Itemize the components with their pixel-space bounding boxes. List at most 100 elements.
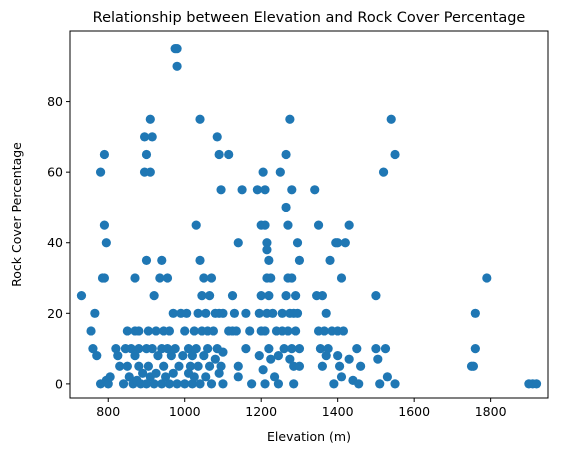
data-point — [76, 291, 87, 301]
data-point — [390, 379, 400, 389]
data-point — [254, 308, 264, 318]
data-point — [470, 308, 480, 318]
data-point — [162, 344, 173, 354]
data-point — [99, 149, 110, 160]
data-point — [212, 132, 222, 142]
data-point — [229, 308, 240, 318]
data-point — [273, 379, 284, 389]
data-point — [260, 220, 270, 230]
data-point — [161, 372, 171, 382]
data-point — [285, 354, 295, 364]
data-point — [371, 291, 381, 301]
data-point — [319, 326, 329, 336]
data-point — [182, 308, 192, 318]
data-point — [172, 44, 182, 54]
data-point — [149, 291, 159, 301]
x-tick-label: 1400 — [322, 404, 354, 419]
data-point — [470, 344, 480, 354]
x-tick-label: 800 — [96, 404, 120, 419]
data-point — [191, 220, 201, 230]
chart-title: Relationship between Elevation and Rock … — [93, 10, 526, 26]
data-point — [189, 372, 199, 382]
data-point — [86, 326, 96, 336]
data-point — [262, 245, 272, 255]
x-axis-label: Elevation (m) — [267, 429, 351, 444]
data-point — [141, 255, 152, 265]
data-point — [103, 379, 113, 389]
data-point — [281, 202, 291, 213]
data-point — [315, 344, 326, 354]
y-tick-label: 40 — [47, 235, 63, 250]
data-point — [122, 326, 132, 336]
data-point — [145, 114, 155, 124]
x-tick-label: 1800 — [475, 404, 507, 419]
data-point — [333, 238, 343, 248]
data-point — [531, 379, 542, 389]
data-point — [193, 308, 203, 318]
data-point — [268, 308, 278, 318]
data-point — [241, 308, 251, 318]
data-point — [206, 379, 217, 389]
data-point — [336, 372, 347, 382]
data-point — [172, 61, 182, 71]
data-point — [172, 379, 182, 389]
data-point — [340, 238, 350, 248]
y-tick-label: 60 — [47, 165, 63, 180]
data-point — [195, 255, 205, 265]
data-point — [233, 238, 243, 248]
data-point — [373, 354, 383, 364]
data-point — [375, 379, 385, 389]
data-point — [143, 361, 153, 371]
data-point — [157, 255, 167, 265]
data-point — [199, 351, 209, 361]
data-point — [201, 308, 211, 318]
y-axis-ticks: 0 20 40 60 80 — [47, 94, 70, 391]
data-point — [247, 379, 257, 389]
data-point — [283, 220, 293, 230]
data-point — [260, 379, 270, 389]
data-point — [321, 308, 331, 318]
data-point — [199, 273, 209, 283]
data-point — [193, 361, 203, 371]
data-point — [291, 326, 301, 336]
data-point — [151, 368, 161, 378]
data-point — [352, 344, 362, 354]
data-point — [266, 273, 276, 283]
data-point — [134, 344, 144, 354]
data-point — [180, 326, 190, 336]
data-point — [287, 273, 297, 283]
data-point — [168, 308, 178, 318]
data-point — [281, 149, 291, 160]
data-point — [113, 351, 123, 361]
data-point — [155, 273, 165, 283]
data-point — [338, 326, 349, 336]
data-point — [157, 379, 167, 389]
data-point — [145, 167, 155, 177]
data-point — [233, 372, 243, 382]
data-point — [317, 361, 327, 371]
data-point — [317, 291, 327, 301]
data-point — [90, 308, 100, 318]
data-point — [336, 273, 347, 283]
data-point — [166, 351, 176, 361]
plot-frame — [69, 30, 549, 399]
data-point — [197, 291, 207, 301]
y-tick-label: 20 — [47, 306, 63, 321]
data-point — [287, 344, 297, 354]
data-point — [141, 379, 152, 389]
data-point — [187, 351, 197, 361]
y-tick-label: 80 — [47, 94, 63, 109]
data-point — [147, 344, 157, 354]
data-point — [218, 379, 228, 389]
data-point — [356, 361, 366, 371]
data-point — [227, 291, 238, 301]
data-point — [329, 379, 339, 389]
data-point — [111, 344, 121, 354]
data-point — [256, 291, 266, 301]
data-point — [122, 361, 132, 371]
data-point — [264, 344, 274, 354]
data-point — [162, 273, 173, 283]
data-point — [151, 326, 161, 336]
data-point — [170, 344, 180, 354]
data-point — [289, 379, 299, 389]
